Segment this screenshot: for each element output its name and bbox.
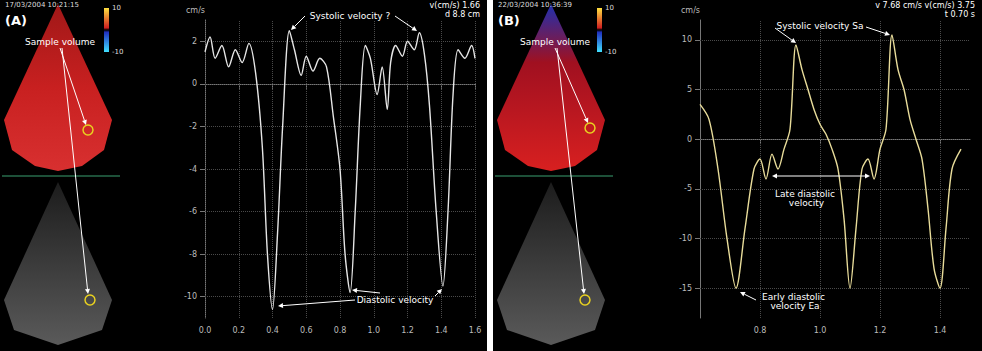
- svg-text:0.6: 0.6: [300, 326, 313, 335]
- svg-text:5: 5: [687, 85, 692, 94]
- svg-text:velocity: velocity: [786, 198, 825, 208]
- svg-text:-10: -10: [112, 48, 123, 56]
- svg-text:0.0: 0.0: [199, 326, 212, 335]
- svg-text:v(cm/s) 3.75: v(cm/s) 3.75: [925, 1, 975, 10]
- svg-text:-2: -2: [189, 122, 197, 131]
- svg-text:0: 0: [192, 79, 197, 88]
- svg-text:1.2: 1.2: [401, 326, 414, 335]
- svg-text:Diastolic velocity: Diastolic velocity: [357, 295, 434, 305]
- svg-text:-6: -6: [189, 207, 197, 216]
- svg-text:-10: -10: [184, 292, 197, 301]
- svg-text:0.8: 0.8: [334, 326, 347, 335]
- svg-text:cm/s: cm/s: [186, 6, 205, 15]
- svg-text:1.2: 1.2: [874, 326, 887, 335]
- svg-text:-15: -15: [679, 284, 692, 293]
- svg-text:-8: -8: [189, 250, 197, 259]
- svg-text:10: 10: [112, 4, 121, 12]
- svg-text:v(cm/s) 1.66: v(cm/s) 1.66: [430, 1, 480, 10]
- svg-text:cm/s: cm/s: [681, 6, 700, 15]
- svg-text:10: 10: [605, 4, 614, 12]
- svg-text:-10: -10: [605, 48, 616, 56]
- svg-text:Sample volume: Sample volume: [25, 37, 95, 47]
- svg-text:Sample volume: Sample volume: [520, 37, 590, 47]
- svg-text:-5: -5: [684, 184, 692, 193]
- svg-text:1.4: 1.4: [934, 326, 947, 335]
- svg-text:0.2: 0.2: [232, 326, 245, 335]
- svg-text:2: 2: [192, 37, 197, 46]
- svg-text:velocity Ea: velocity Ea: [770, 301, 819, 311]
- svg-text:10: 10: [682, 35, 692, 44]
- svg-text:Late diastolic: Late diastolic: [775, 188, 835, 199]
- svg-text:0.8: 0.8: [754, 326, 767, 335]
- svg-text:(A): (A): [5, 13, 27, 28]
- svg-text:0.4: 0.4: [266, 326, 279, 335]
- svg-text:Systolic velocity ?: Systolic velocity ?: [310, 11, 391, 21]
- svg-text:1.6: 1.6: [469, 326, 482, 335]
- svg-text:Early diastolic: Early diastolic: [762, 291, 828, 302]
- svg-text:-4: -4: [189, 165, 197, 174]
- svg-text:0: 0: [687, 135, 692, 144]
- svg-text:1.0: 1.0: [814, 326, 827, 335]
- svg-text:1.0: 1.0: [367, 326, 380, 335]
- svg-text:t 0.70 s: t 0.70 s: [945, 10, 975, 19]
- svg-text:(B): (B): [498, 13, 520, 28]
- svg-text:22/03/2004 10:36:39: 22/03/2004 10:36:39: [498, 1, 572, 9]
- svg-text:1.4: 1.4: [435, 326, 448, 335]
- svg-text:17/03/2004 10:21:15: 17/03/2004 10:21:15: [5, 1, 79, 9]
- svg-text:d 8.8 cm: d 8.8 cm: [445, 10, 480, 19]
- svg-text:v 7.68 cm/s: v 7.68 cm/s: [875, 1, 922, 10]
- svg-text:-10: -10: [679, 234, 692, 243]
- svg-text:Systolic velocity Sa: Systolic velocity Sa: [777, 21, 864, 31]
